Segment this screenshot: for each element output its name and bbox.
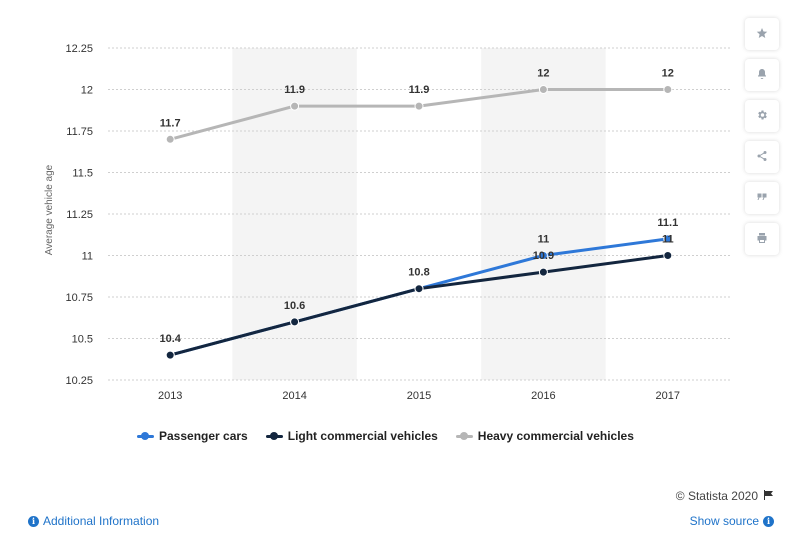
legend-item-passenger-cars[interactable]: Passenger cars [137,429,248,443]
point-light-commercial-vehicles[interactable] [414,284,424,294]
y-tick-label: 10.75 [65,292,93,304]
statista-credit: © Statista 2020 [676,489,774,503]
legend-swatch-heavy-commercial-vehicles [455,431,473,441]
data-label-light-commercial-vehicles: 11 [662,234,674,246]
star-icon [756,27,768,42]
point-light-commercial-vehicles[interactable] [165,350,175,360]
quote-icon [756,191,768,206]
data-label-heavy-commercial-vehicles: 11.7 [160,117,181,129]
y-tick-label: 11.75 [66,126,93,138]
legend-item-heavy-commercial-vehicles[interactable]: Heavy commercial vehicles [455,429,634,443]
band-2016 [481,48,606,380]
series-points [165,85,673,360]
data-label-passenger-cars: 11.1 [657,217,678,229]
x-tick-label: 2016 [531,390,555,402]
flag-icon[interactable] [763,489,774,503]
y-tick-label: 12 [81,85,93,97]
data-label-light-commercial-vehicles: 10.8 [408,267,429,279]
point-light-commercial-vehicles[interactable] [290,317,300,327]
data-label-heavy-commercial-vehicles: 12 [537,68,549,80]
point-passenger-cars[interactable] [538,251,548,260]
y-tick-label: 11 [82,251,93,263]
legend: Passenger cars Light commercial vehicles… [137,429,634,443]
settings-button[interactable] [745,100,779,132]
legend-label-light-commercial-vehicles: Light commercial vehicles [287,429,438,443]
legend-item-light-commercial-vehicles[interactable]: Light commercial vehicles [265,429,438,443]
x-tick-label: 2017 [656,390,680,402]
data-label-passenger-cars: 11 [538,234,550,246]
y-tick-label: 10.25 [65,375,93,387]
data-label-heavy-commercial-vehicles: 11.9 [284,84,305,96]
chart-toolbar [745,18,779,255]
credit-text[interactable]: © Statista 2020 [675,489,758,503]
print-icon [756,232,768,247]
y-axis-title: Average vehicle age [44,164,55,255]
legend-swatch-passenger-cars [137,431,154,441]
point-light-commercial-vehicles[interactable] [663,251,673,260]
x-tick-label: 2013 [158,390,182,402]
bell-icon [756,68,768,83]
gear-icon [756,109,768,124]
point-heavy-commercial-vehicles[interactable] [165,134,175,144]
point-heavy-commercial-vehicles[interactable] [663,85,673,94]
point-heavy-commercial-vehicles[interactable] [414,101,424,111]
x-tick-label: 2014 [282,390,306,402]
print-button[interactable] [745,223,779,255]
data-label-light-commercial-vehicles: 10.4 [159,333,181,345]
point-heavy-commercial-vehicles[interactable] [538,85,548,94]
point-heavy-commercial-vehicles[interactable] [290,101,300,111]
x-tick-label: 2015 [407,390,431,402]
cite-button[interactable] [745,182,779,214]
x-axis-tick-labels: 2013 2014 2015 2016 2017 [158,390,680,402]
data-label-heavy-commercial-vehicles: 11.9 [409,84,430,96]
notification-button[interactable] [745,59,779,91]
legend-label-heavy-commercial-vehicles: Heavy commercial vehicles [477,429,634,443]
show-source-link[interactable]: Show source i [690,514,774,528]
show-source-label: Show source [689,514,759,528]
y-tick-label: 11.5 [72,168,93,180]
additional-information-link[interactable]: i Additional Information [28,514,159,528]
band-2014 [232,48,357,380]
favorite-button[interactable] [745,18,779,50]
data-label-heavy-commercial-vehicles: 12 [662,68,674,80]
y-tick-label: 10.5 [72,334,93,346]
point-passenger-cars[interactable] [663,234,673,244]
gridlines [108,47,730,381]
share-icon [756,150,768,165]
info-icon: i [763,515,774,527]
additional-information-label: Additional Information [43,514,160,528]
point-light-commercial-vehicles[interactable] [538,267,548,277]
data-label-light-commercial-vehicles: 10.6 [284,300,305,312]
info-icon: i [28,515,39,527]
legend-label-passenger-cars: Passenger cars [159,429,248,443]
y-tick-label: 12.25 [65,43,93,55]
y-axis-tick-labels: 12.25 12 11.75 11.5 11.25 11 10.75 10.5 10.25 [65,43,93,387]
y-tick-label: 11.25 [66,209,93,221]
share-button[interactable] [745,141,779,173]
data-label-light-commercial-vehicles: 10.9 [533,250,554,262]
data-labels: 11 11.1 10.4 10.6 10.8 10.9 11 11.7 11.9 11.9 12 12 [159,68,678,346]
legend-swatch-light-commercial-vehicles [265,431,283,441]
